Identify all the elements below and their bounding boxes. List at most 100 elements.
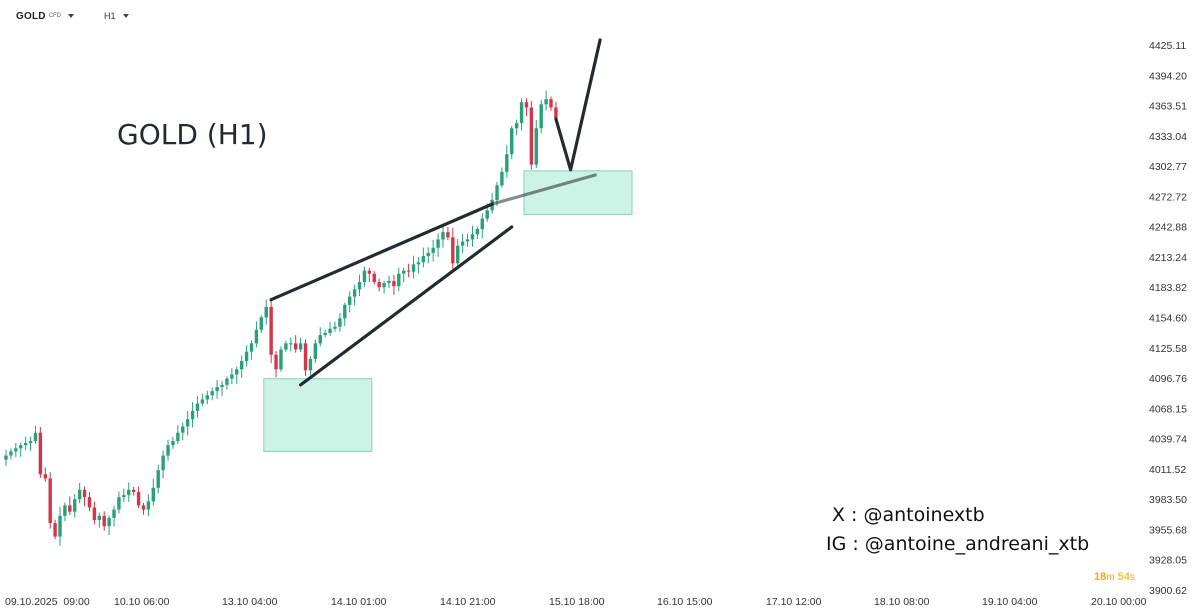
candle xyxy=(397,267,401,292)
candle xyxy=(406,263,411,278)
candle-body xyxy=(456,245,460,264)
y-tick-label: 4183.82 xyxy=(1149,282,1187,294)
candle-body xyxy=(505,154,509,172)
candle xyxy=(500,167,504,188)
candle-body xyxy=(97,515,101,520)
candle-body xyxy=(372,273,376,283)
candle-body xyxy=(397,273,401,287)
candle-body xyxy=(303,343,308,371)
candle xyxy=(38,426,43,479)
candle-body xyxy=(348,296,352,305)
candle-body xyxy=(539,104,543,129)
candle-body xyxy=(446,232,450,238)
x-tick-label: 20.10 00:00 xyxy=(1091,596,1147,608)
candle xyxy=(58,506,62,546)
candle-body xyxy=(4,455,8,460)
y-tick-label: 4272.72 xyxy=(1149,191,1187,203)
wedge-lower-trendline xyxy=(299,225,514,387)
candle-body xyxy=(426,252,430,257)
candle-body xyxy=(510,128,514,155)
candle-body xyxy=(451,237,455,264)
y-tick-label: 3983.50 xyxy=(1149,494,1187,506)
candle-body xyxy=(102,515,106,527)
y-tick-label: 4394.20 xyxy=(1149,70,1187,82)
candle xyxy=(63,502,67,522)
candle-body xyxy=(519,102,524,124)
candle xyxy=(549,96,553,111)
candle xyxy=(505,145,509,178)
x-tick-label: 17.10 12:00 xyxy=(766,596,822,608)
candle xyxy=(23,436,28,451)
candle-body xyxy=(92,507,97,520)
candle-body xyxy=(19,445,23,449)
timeframe-dropdown-icon[interactable] xyxy=(122,14,129,18)
timeframe-label[interactable]: H1 xyxy=(104,11,116,21)
candle xyxy=(131,486,136,496)
candle-body xyxy=(333,326,337,329)
y-tick-label: 4302.77 xyxy=(1149,161,1187,173)
candle xyxy=(460,233,465,254)
candle-body xyxy=(308,358,313,371)
candle xyxy=(529,101,534,170)
candle xyxy=(166,439,170,461)
candle xyxy=(9,448,13,460)
candle-body xyxy=(313,343,318,359)
chart-title: GOLD (H1) xyxy=(117,118,268,151)
ig-handle-annotation: IG : @antoine_andreani_xtb xyxy=(826,533,1089,555)
instrument-type-label: CFD xyxy=(48,13,62,19)
candle xyxy=(446,226,450,240)
candle-body xyxy=(514,123,519,129)
candle-body xyxy=(87,497,92,508)
y-tick-label: 4068.15 xyxy=(1149,403,1187,415)
candle xyxy=(48,472,52,529)
candle xyxy=(402,267,406,283)
candle-body xyxy=(249,343,254,352)
candle xyxy=(185,410,190,436)
candle-body xyxy=(28,441,33,444)
wedge-retest-trendline xyxy=(490,173,597,206)
candle-body xyxy=(529,107,534,165)
x-tick-label: 09.10.2025 09:00 xyxy=(5,596,90,608)
candle xyxy=(362,266,367,287)
candle xyxy=(289,337,293,352)
candle xyxy=(14,442,18,458)
candle xyxy=(357,274,362,297)
candle xyxy=(181,422,185,441)
y-tick-label: 4096.76 xyxy=(1149,373,1187,385)
y-tick-label: 4213.24 xyxy=(1149,252,1187,264)
symbol-dropdown-icon[interactable] xyxy=(68,14,75,18)
candle xyxy=(524,97,529,117)
candle-body xyxy=(436,239,440,248)
candle xyxy=(117,491,121,514)
candle xyxy=(372,271,376,285)
candle-body xyxy=(357,282,362,290)
candle xyxy=(190,402,195,428)
candle-body xyxy=(264,306,268,318)
candle-body xyxy=(298,343,303,350)
candle-body xyxy=(495,185,499,200)
candle xyxy=(343,302,347,326)
candle xyxy=(205,390,210,405)
candle-body xyxy=(544,99,548,105)
candle-body xyxy=(416,262,421,265)
candle xyxy=(225,376,229,390)
candle xyxy=(244,345,249,367)
candle-body xyxy=(58,515,62,537)
candle xyxy=(220,380,224,397)
candle-body xyxy=(377,282,381,288)
candle xyxy=(235,366,239,384)
candle xyxy=(274,351,278,378)
candle-body xyxy=(475,229,480,235)
candle-body xyxy=(293,343,298,350)
timer-seconds: 54 xyxy=(1117,571,1130,583)
candle xyxy=(514,119,519,136)
candle-body xyxy=(225,378,229,385)
candle xyxy=(215,379,219,399)
candle-body xyxy=(284,343,288,350)
candle-body xyxy=(382,283,386,288)
candle-body xyxy=(141,505,146,510)
candle xyxy=(97,512,101,528)
x-tick-label: 18.10 08:00 xyxy=(874,596,930,608)
symbol-label[interactable]: GOLD xyxy=(16,10,46,22)
